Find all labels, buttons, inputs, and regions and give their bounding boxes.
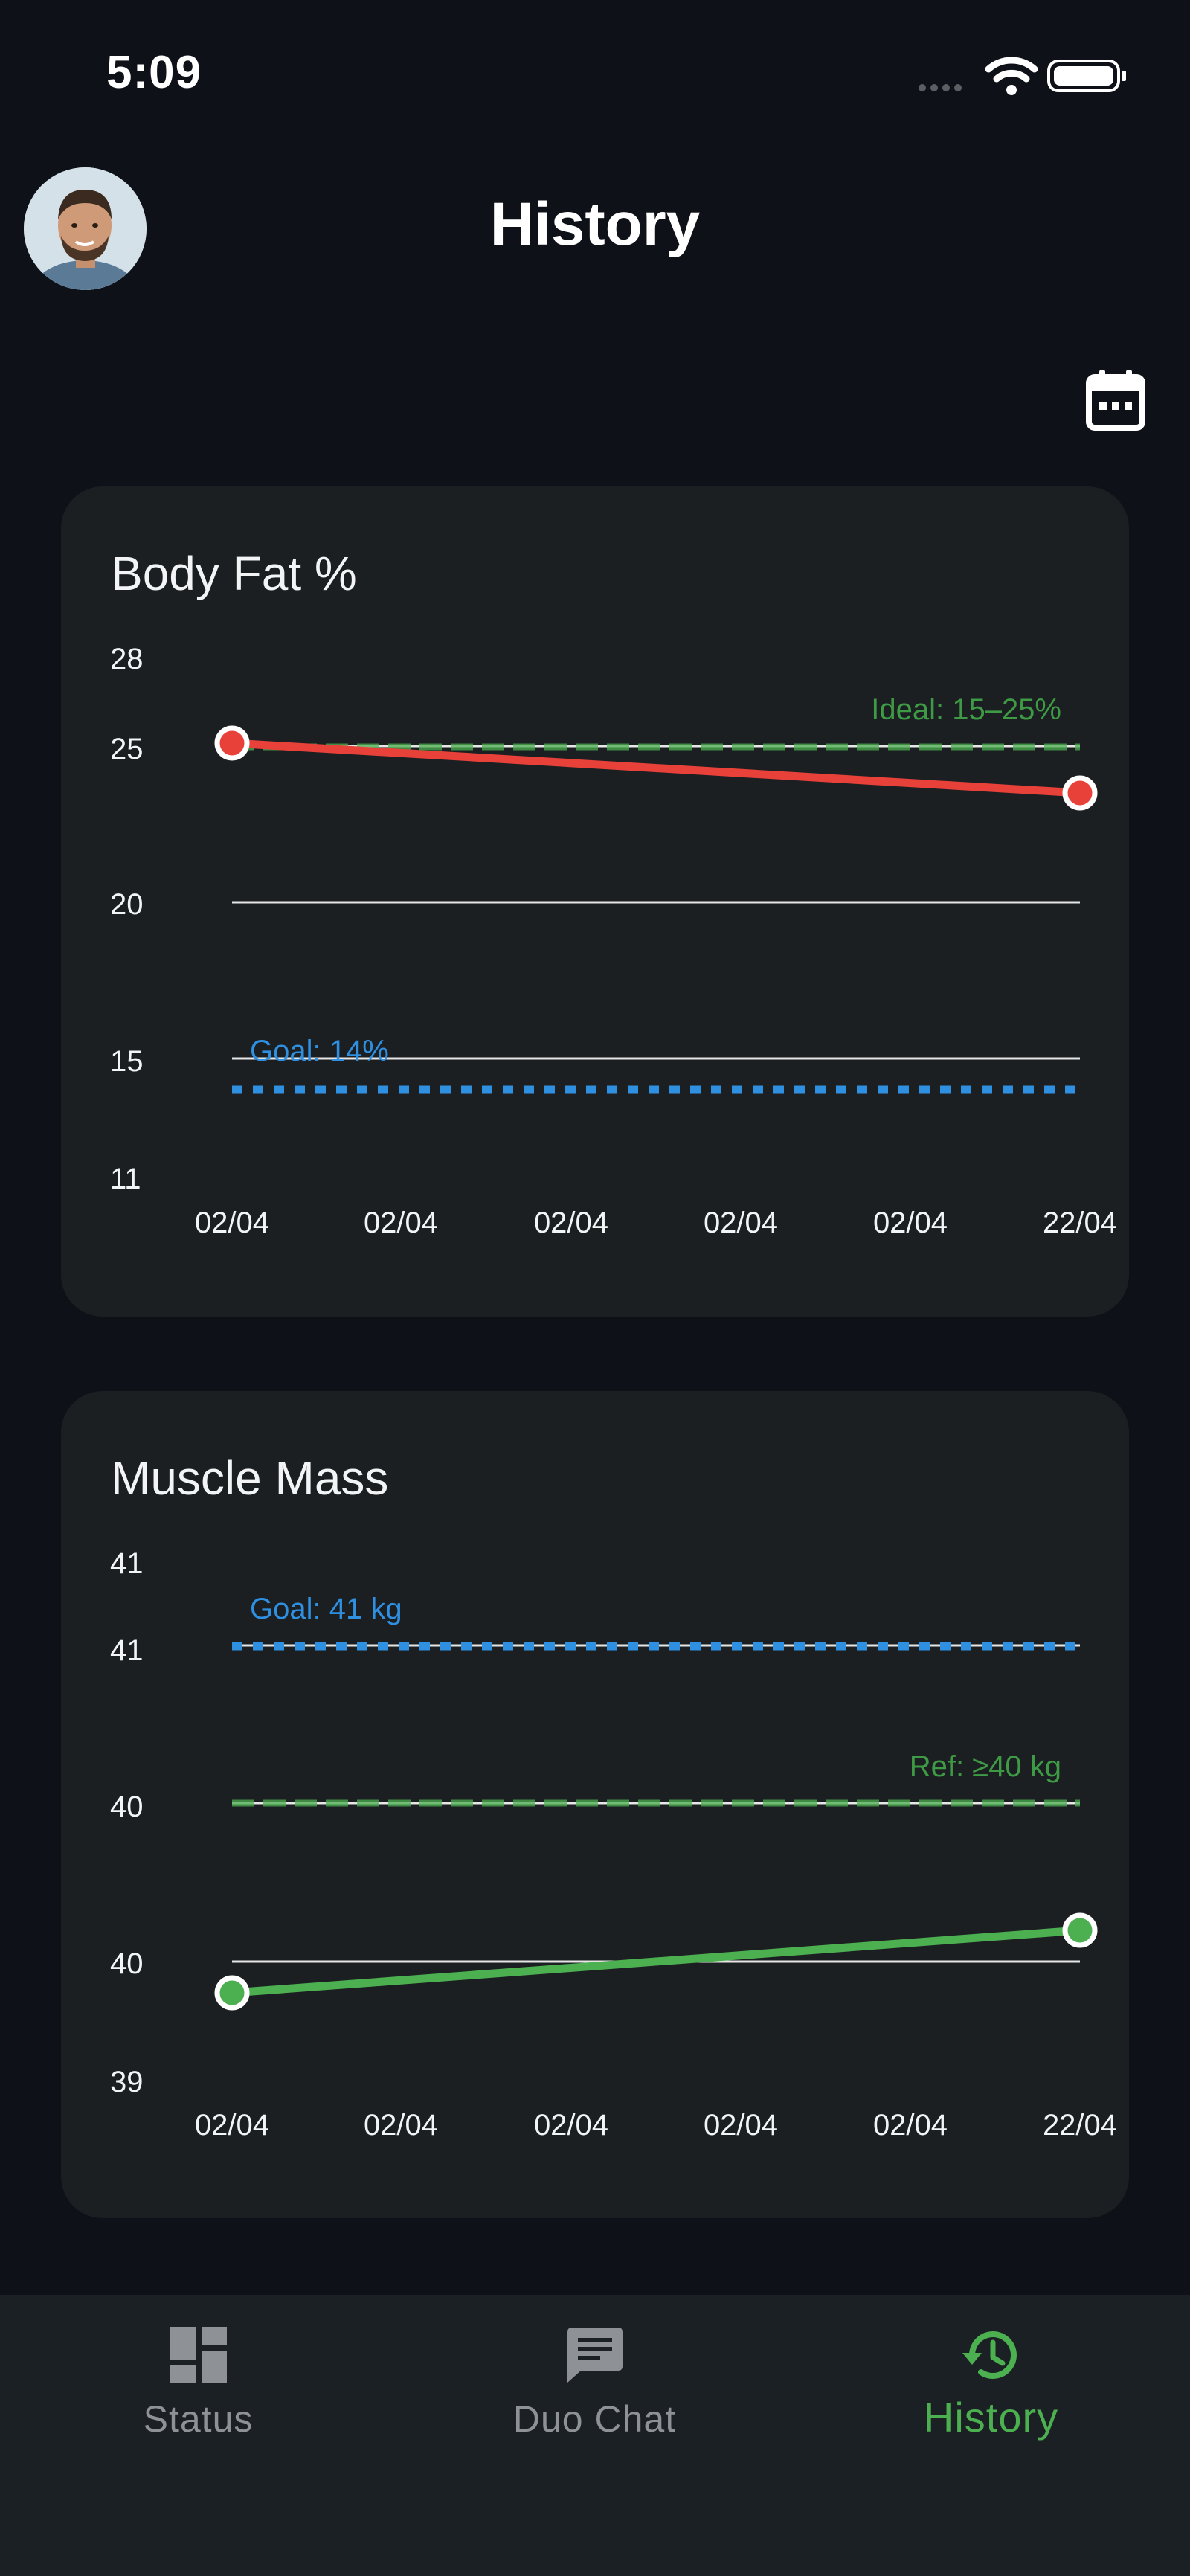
x-tick-label: 02/04 [873,2109,948,2142]
x-tick-label: 22/04 [1043,1207,1117,1239]
body-fat-series-line [228,739,1084,797]
chat-icon [567,2328,623,2383]
history-icon [962,2331,1017,2380]
gridlines [232,745,1080,1060]
x-tick-label: 02/04 [704,2109,778,2142]
muscle-mass-chart: 41 41 40 40 39 Goal: 41 kg Ref: ≥40 kg 0… [110,1547,1117,2142]
ref-reference-label: Ref: ≥40 kg [910,1750,1061,1783]
status-icons [919,57,1126,95]
muscle-mass-point [214,1975,250,2011]
y-tick-label: 11 [110,1163,141,1195]
muscle-mass-series-line [228,1926,1084,1997]
y-tick-label: 28 [110,643,144,675]
tab-bar: Status Duo Chat History [0,2295,1190,2576]
avatar[interactable] [24,167,147,290]
x-tick-label: 02/04 [195,2109,269,2142]
tab-duo-chat-label: Duo Chat [512,2398,677,2440]
goal-reference-label: Goal: 41 kg [250,1593,402,1625]
body-fat-title: Body Fat % [111,547,357,600]
header: History [0,149,1190,312]
status-bar: 5:09 [0,0,1190,149]
calendar-button[interactable] [1086,368,1145,431]
ideal-reference-label: Ideal: 15–25% [871,693,1061,726]
tab-history[interactable]: History [793,2295,1189,2473]
y-tick-label: 20 [110,888,144,921]
x-tick-label: 02/04 [534,2109,608,2142]
battery-icon [1047,60,1126,92]
body-fat-chart: 28 25 20 15 11 Ideal: 15–25% Goal: 14% 0… [110,643,1117,1239]
x-tick-label: 02/04 [364,2109,438,2142]
page-title: History [489,190,701,258]
x-tick-label: 22/04 [1043,2109,1117,2142]
y-tick-label: 40 [110,1947,144,1980]
x-tick-labels: 02/04 02/04 02/04 02/04 02/04 22/04 [195,1207,1117,1239]
y-tick-labels: 41 41 40 40 39 [110,1547,144,2098]
tab-history-label: History [923,2394,1059,2441]
cellular-signal-icon [919,84,962,91]
calendar-icon [1086,370,1145,431]
muscle-mass-title: Muscle Mass [111,1451,389,1505]
y-tick-label: 41 [110,1634,144,1667]
status-time: 5:09 [106,47,202,98]
y-tick-label: 40 [110,1790,144,1823]
y-tick-label: 15 [110,1045,144,1078]
tab-status[interactable]: Status [0,2295,396,2473]
muscle-mass-card: Muscle Mass 41 41 40 40 39 Goal: 41 kg R… [61,1391,1129,2218]
y-tick-label: 41 [110,1547,144,1580]
x-tick-label: 02/04 [873,1207,948,1239]
x-tick-label: 02/04 [364,1207,438,1239]
y-tick-label: 39 [110,2066,144,2098]
tab-duo-chat[interactable]: Duo Chat [396,2295,793,2473]
body-fat-point [1062,775,1098,811]
x-tick-label: 02/04 [704,1207,778,1239]
tab-status-label: Status [143,2398,254,2440]
goal-reference-label: Goal: 14% [250,1035,389,1067]
x-tick-label: 02/04 [195,1207,269,1239]
wifi-icon [985,57,1038,95]
y-tick-labels: 28 25 20 15 11 [110,643,144,1195]
x-tick-labels: 02/04 02/04 02/04 02/04 02/04 22/04 [195,2109,1117,2142]
y-tick-label: 25 [110,733,144,765]
avatar-image [24,167,147,290]
body-fat-card: Body Fat % 28 25 20 15 11 Ideal: 15–25% … [61,486,1129,1317]
x-tick-label: 02/04 [534,1207,608,1239]
body-fat-point [214,725,250,761]
dashboard-icon [170,2327,227,2383]
muscle-mass-point [1062,1912,1098,1948]
